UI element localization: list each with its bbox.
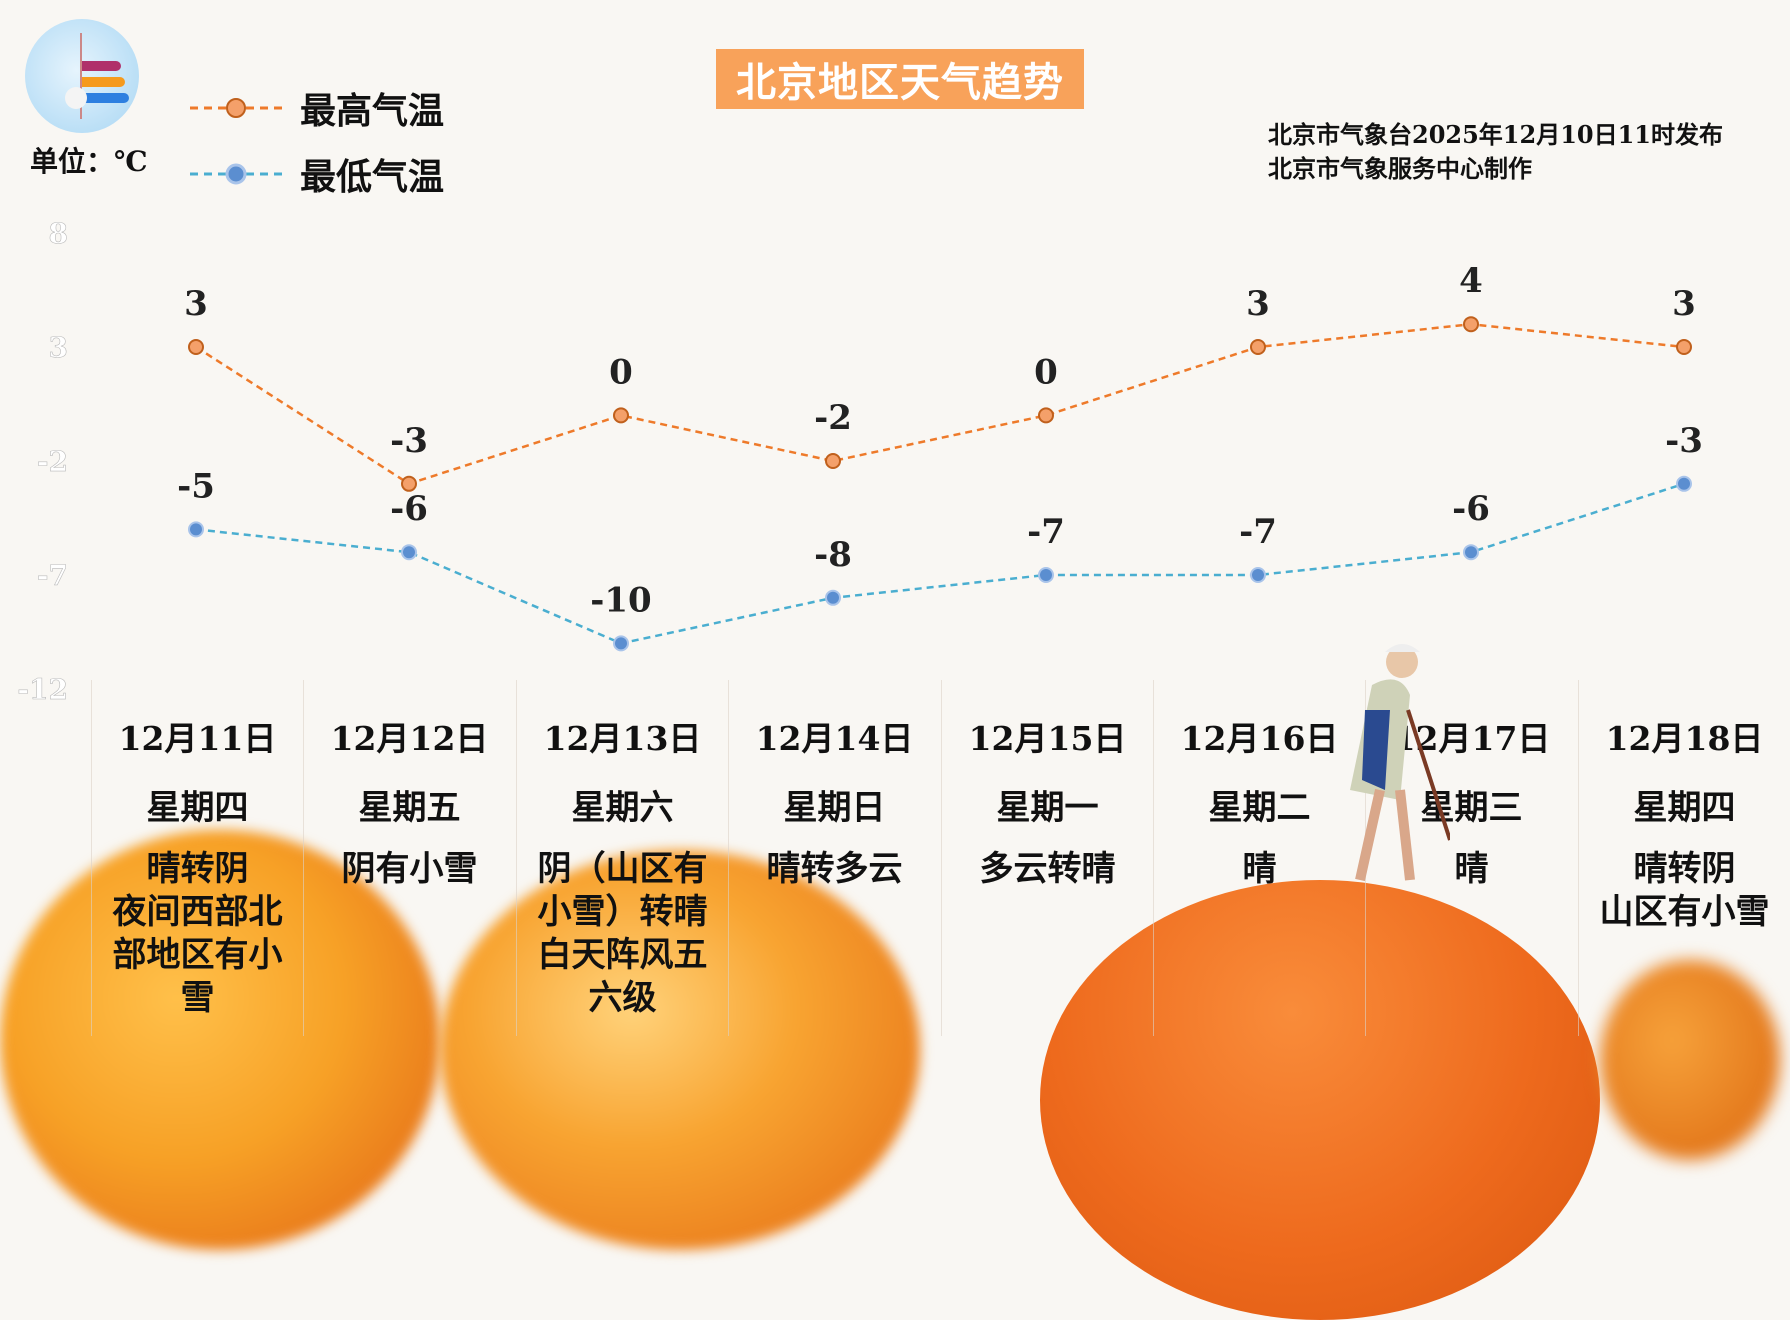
miniature-figure-decoration (1350, 644, 1450, 882)
data-point-low (1250, 567, 1266, 583)
data-point-low (1038, 567, 1054, 583)
temperature-chart: 8 3 -2 -7 -12 3 -3 0 -2 0 3 4 3 -5 -6 -10 -8 -7 -7 -6 -3 (17, 217, 1703, 707)
weather-line: 阴有小雪 (341, 849, 478, 889)
y-tick-label: 3 (49, 331, 68, 364)
issuer-line-2: 北京市气象服务中心制作 (1268, 154, 1532, 183)
y-tick-label: 8 (49, 217, 68, 250)
day-weekday: 星期日 (783, 788, 886, 828)
legend-label-high: 最高气温 (300, 91, 445, 132)
day-weekday: 星期四 (146, 788, 249, 828)
data-point-low (613, 635, 629, 652)
day-column: 12月13日 星期六 阴（山区有 小雪）转晴 白天阵风五 六级 (516, 680, 728, 1036)
day-weekday: 星期五 (358, 788, 461, 828)
day-weather: 晴转阴 山区有小雪 (1583, 848, 1786, 934)
weather-line: 阴（山区有 (537, 849, 708, 889)
y-tick-label: -7 (37, 559, 68, 592)
data-point-low (1463, 544, 1479, 561)
day-weather: 晴转阴 夜间西部北 部地区有小雪 (96, 848, 299, 1020)
legend-item-high: 最高气温 (190, 82, 444, 134)
day-weather: 晴转多云 (733, 848, 936, 891)
day-date: 12月12日 (330, 719, 489, 758)
weather-line: 六级 (588, 978, 657, 1018)
data-label-high: 3 (1246, 284, 1270, 324)
day-date: 12月16日 (1180, 719, 1339, 758)
day-date: 12月18日 (1605, 719, 1764, 758)
day-weekday: 星期四 (1633, 788, 1736, 828)
data-point-high (825, 453, 841, 469)
page-title: 北京地区天气趋势 (716, 49, 1084, 109)
data-point-low (188, 521, 204, 538)
y-tick-label: -12 (17, 673, 68, 706)
series-line-low (195, 482, 1685, 645)
day-weekday: 星期二 (1208, 788, 1311, 828)
data-label-low: -3 (1665, 421, 1703, 461)
weather-line: 白天阵风五 (537, 935, 708, 975)
day-weather: 晴 (1158, 848, 1361, 891)
day-date: 12月13日 (543, 719, 702, 758)
weather-line: 晴 (1454, 849, 1489, 889)
data-point-low (401, 544, 417, 561)
data-point-high (1676, 339, 1692, 355)
data-label-low: -7 (1239, 512, 1277, 552)
day-column: 12月12日 星期五 阴有小雪 (303, 680, 515, 1036)
data-label-low: -5 (177, 466, 215, 506)
weather-line: 夜间西部北 (112, 892, 283, 932)
data-label-low: -6 (1452, 489, 1490, 529)
weather-line: 多云转晴 (979, 849, 1116, 889)
day-weather: 阴（山区有 小雪）转晴 白天阵风五 六级 (521, 848, 724, 1020)
data-label-high: 0 (1034, 352, 1058, 392)
data-label-high: -3 (390, 421, 428, 461)
weather-line: 雪 (180, 978, 215, 1018)
data-point-high (613, 407, 629, 424)
day-date: 12月15日 (968, 719, 1127, 758)
day-column: 12月18日 星期四 晴转阴 山区有小雪 (1578, 680, 1790, 1036)
day-weather: 多云转晴 (946, 848, 1149, 891)
data-point-high (1038, 407, 1054, 424)
weather-line: 晴转阴 (1633, 849, 1736, 889)
day-weekday: 星期三 (1420, 788, 1523, 828)
legend-high-marker-icon (190, 98, 282, 118)
day-weather: 阴有小雪 (308, 848, 511, 891)
weather-line: 小雪）转晴 (537, 892, 708, 932)
day-date: 12月14日 (755, 719, 914, 758)
day-column: 12月16日 星期二 晴 (1153, 680, 1365, 1036)
day-date: 12月11日 (118, 719, 277, 758)
meteorological-service-logo (25, 19, 139, 133)
weather-line: 晴转多云 (766, 849, 903, 889)
data-label-high: 0 (609, 352, 633, 392)
data-label-low: -8 (814, 535, 852, 575)
data-label-low: -6 (390, 489, 428, 529)
data-label-high: 3 (1672, 284, 1696, 324)
weather-line: 晴转阴 (146, 849, 249, 889)
data-label-high: -2 (814, 398, 852, 438)
data-label-low: -10 (590, 580, 651, 620)
data-point-low (825, 589, 841, 606)
data-point-high (1250, 339, 1266, 355)
data-label-high: 4 (1459, 261, 1483, 301)
data-point-low (1676, 475, 1692, 492)
day-column: 12月15日 星期一 多云转晴 (941, 680, 1153, 1036)
data-label-low: -7 (1027, 512, 1065, 552)
issuer-line-1: 北京市气象台2025年12月10日11时发布 (1268, 120, 1723, 149)
weather-line: 晴 (1242, 849, 1277, 889)
issuer-info: 北京市气象台2025年12月10日11时发布 北京市气象服务中心制作 (1268, 118, 1723, 186)
series-line-high (195, 322, 1685, 486)
legend-item-low: 最低气温 (190, 148, 444, 200)
legend-label-low: 最低气温 (300, 157, 445, 198)
day-column: 12月11日 星期四 晴转阴 夜间西部北 部地区有小雪 (91, 680, 303, 1036)
day-weekday: 星期六 (571, 788, 674, 828)
data-point-high (1463, 316, 1479, 333)
day-column: 12月14日 星期日 晴转多云 (728, 680, 940, 1036)
data-point-high (188, 339, 204, 355)
data-point-high (401, 475, 417, 492)
day-weekday: 星期一 (996, 788, 1099, 828)
legend-low-marker-icon (190, 163, 282, 185)
data-label-high: 3 (184, 284, 208, 324)
day-weather: 晴 (1370, 848, 1573, 891)
weather-line: 山区有小雪 (1599, 892, 1770, 932)
y-tick-label: -2 (37, 445, 68, 478)
weather-line: 部地区有小 (112, 935, 283, 975)
unit-label: 单位：℃ (30, 145, 148, 178)
